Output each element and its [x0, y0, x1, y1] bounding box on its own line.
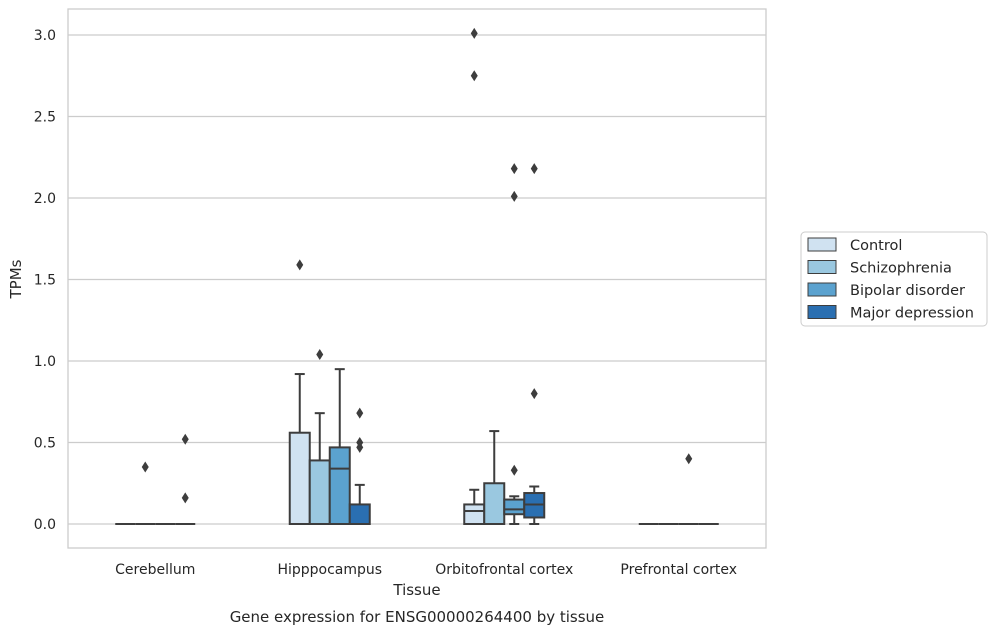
- outlier-point: [181, 492, 189, 504]
- outlier-point: [141, 461, 149, 473]
- outlier-point: [181, 433, 189, 445]
- x-axis-label: Tissue: [392, 581, 440, 599]
- box: [483, 482, 506, 525]
- x-tick-label: Orbitofrontal cortex: [435, 562, 573, 578]
- box: [288, 431, 311, 525]
- plot-frame: [67, 8, 767, 549]
- box-group: [463, 27, 486, 526]
- y-tick-label: 0.5: [34, 436, 56, 452]
- box-group: [678, 453, 699, 525]
- legend-swatch: [807, 260, 837, 274]
- outlier-point: [470, 70, 478, 82]
- outlier-point: [356, 437, 364, 448]
- outlier-point: [470, 27, 478, 39]
- box: [308, 459, 331, 525]
- box-group: [348, 407, 371, 526]
- box: [503, 498, 526, 516]
- box-group: [483, 430, 506, 525]
- legend: Control Schizophrenia Bipolar disorder Majo…: [800, 231, 988, 327]
- outlier-point: [510, 464, 518, 476]
- outlier-point: [316, 348, 324, 360]
- box: [463, 503, 486, 526]
- legend-swatch: [807, 305, 837, 319]
- y-tick-label: 2.0: [34, 191, 56, 207]
- box: [348, 503, 371, 526]
- box: [328, 446, 351, 526]
- outlier-point: [530, 163, 538, 175]
- outlier-point: [510, 163, 518, 175]
- legend-swatch: [807, 282, 837, 297]
- y-axis-label: TPMs: [7, 259, 25, 299]
- grid-lines: [68, 34, 766, 525]
- legend-label: Bipolar disorder: [850, 283, 965, 299]
- outlier-point: [685, 453, 693, 465]
- y-tick-label: 2.5: [34, 110, 56, 126]
- boxes: [115, 27, 719, 526]
- box-group: [175, 433, 196, 525]
- y-tick-label: 1.0: [34, 354, 56, 370]
- box-group: [135, 461, 156, 525]
- y-tick-label: 3.0: [34, 28, 56, 44]
- outlier-point: [296, 259, 304, 271]
- box-group: [308, 348, 331, 525]
- outlier-point: [510, 190, 518, 202]
- box-group: [523, 163, 546, 525]
- x-tick-label: Prefrontal cortex: [620, 562, 737, 578]
- legend-swatch: [807, 237, 837, 252]
- box-group: [328, 368, 351, 526]
- box-group: [503, 163, 526, 525]
- legend-label: Control: [850, 238, 902, 254]
- x-tick-label: Cerebellum: [115, 562, 195, 578]
- outlier-point: [530, 388, 538, 400]
- x-tick-label: Hipppocampus: [277, 562, 382, 578]
- legend-frame: [800, 231, 988, 327]
- x-ticks: Cerebellum Hipppocampus Orbitofrontal cort…: [115, 562, 737, 578]
- y-tick-label: 0.0: [34, 517, 56, 533]
- chart-caption: Gene expression for ENSG00000264400 by t…: [230, 608, 605, 626]
- legend-label: Schizophrenia: [850, 261, 952, 277]
- y-ticks: 0.0 0.5 1.0 1.5 2.0 2.5 3.0: [34, 28, 56, 533]
- outlier-point: [356, 407, 364, 419]
- y-tick-label: 1.5: [34, 273, 56, 289]
- box-group: [288, 259, 311, 525]
- legend-label: Major depression: [850, 306, 974, 322]
